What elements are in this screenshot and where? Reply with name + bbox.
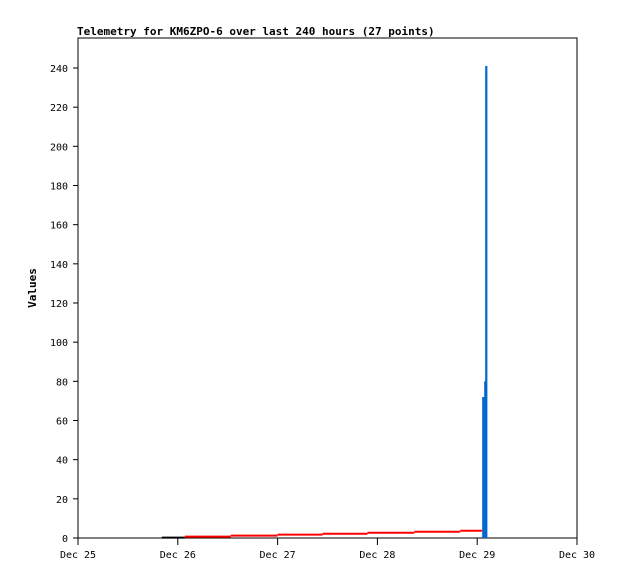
y-tick-label: 140 bbox=[50, 260, 68, 271]
x-tick-label: Dec 25 bbox=[60, 550, 96, 561]
y-tick-label: 40 bbox=[56, 456, 68, 467]
y-tick-label: 160 bbox=[50, 221, 68, 232]
x-tick-label: Dec 28 bbox=[359, 550, 395, 561]
y-tick-label: 0 bbox=[62, 534, 68, 545]
chart-title: Telemetry for KM6ZPO-6 over last 240 hou… bbox=[77, 25, 435, 38]
plot-frame bbox=[77, 37, 578, 539]
y-tick-label: 180 bbox=[50, 182, 68, 193]
y-axis-label: Values bbox=[26, 268, 39, 308]
y-tick-label: 60 bbox=[56, 417, 68, 428]
y-tick-label: 80 bbox=[56, 377, 68, 388]
x-tick-label: Dec 27 bbox=[260, 550, 296, 561]
y-tick-label: 240 bbox=[50, 64, 68, 75]
y-tick-label: 100 bbox=[50, 338, 68, 349]
y-tick-label: 200 bbox=[50, 142, 68, 153]
y-tick-label: 120 bbox=[50, 299, 68, 310]
series-2-bar bbox=[485, 66, 488, 539]
y-tick-label: 20 bbox=[56, 495, 68, 506]
series-2-bar bbox=[482, 397, 485, 538]
x-tick-label: Dec 30 bbox=[559, 550, 595, 561]
x-tick-label: Dec 26 bbox=[160, 550, 196, 561]
x-tick-label: Dec 29 bbox=[459, 550, 495, 561]
y-tick-label: 220 bbox=[50, 103, 68, 114]
